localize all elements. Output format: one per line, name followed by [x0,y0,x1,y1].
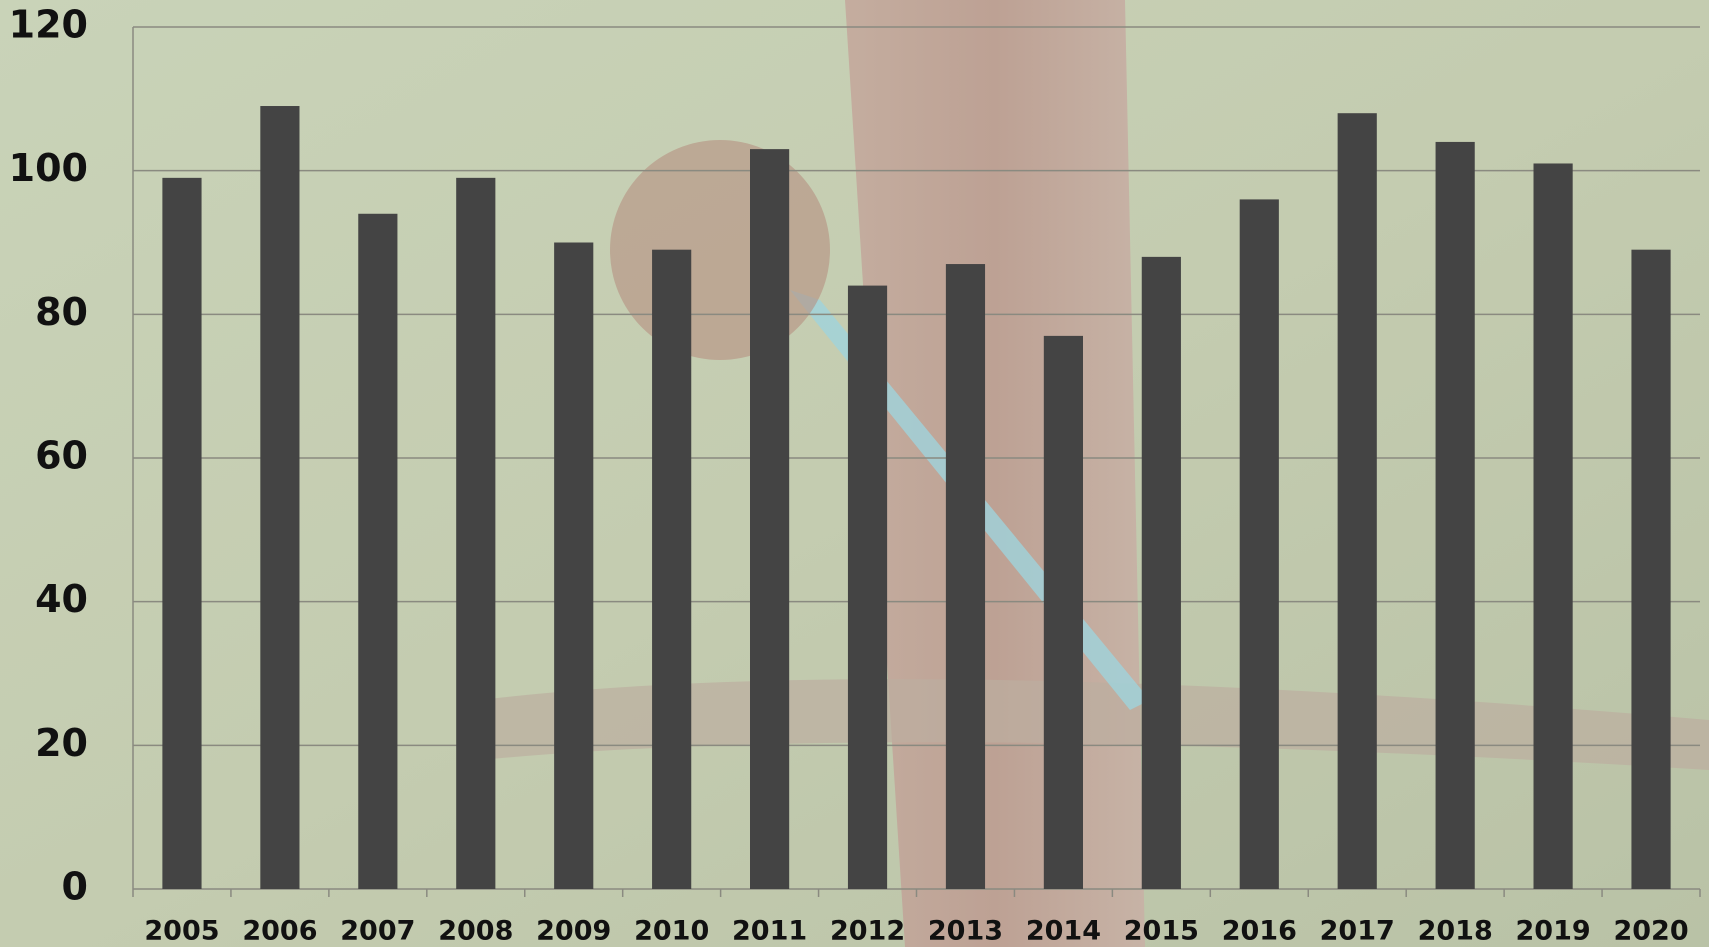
x-tick-label: 2012 [830,916,905,947]
y-tick-label: 20 [35,721,88,765]
x-tick-label: 2010 [634,916,709,947]
x-tick-label: 2009 [536,916,611,947]
x-tick-label: 2013 [928,916,1003,947]
bar [260,106,300,890]
bar [847,285,888,890]
bird-body [610,140,830,360]
bar [652,249,692,889]
bar [554,242,594,889]
x-tick-label: 2005 [144,916,219,947]
bar [750,149,790,889]
y-tick-label: 40 [35,577,88,621]
x-tick-label: 2007 [340,916,415,947]
y-tick-label: 0 [62,865,88,909]
y-tick-label: 80 [35,290,88,334]
x-tick-label: 2014 [1026,916,1101,947]
bar [1631,249,1671,889]
x-tick-label: 2017 [1320,916,1395,947]
bar [1141,256,1181,889]
bar [1337,113,1377,889]
bar [1533,163,1573,889]
x-tick-label: 2011 [732,916,807,947]
bar [1435,141,1475,889]
bar [162,177,202,890]
bar [358,213,398,889]
x-tick-label: 2006 [242,916,317,947]
x-tick-label: 2020 [1613,916,1688,947]
y-tick-label: 100 [9,146,88,190]
x-tick-label: 2008 [438,916,513,947]
x-tick-label: 2016 [1222,916,1297,947]
y-tick-label: 120 [9,3,88,47]
x-tick-label: 2015 [1124,916,1199,947]
bar [1239,199,1279,889]
bar [945,264,986,889]
x-tick-label: 2018 [1418,916,1493,947]
bar [1043,335,1083,890]
x-tick-label: 2019 [1516,916,1591,947]
y-tick-label: 60 [35,434,88,478]
bar [456,177,496,890]
